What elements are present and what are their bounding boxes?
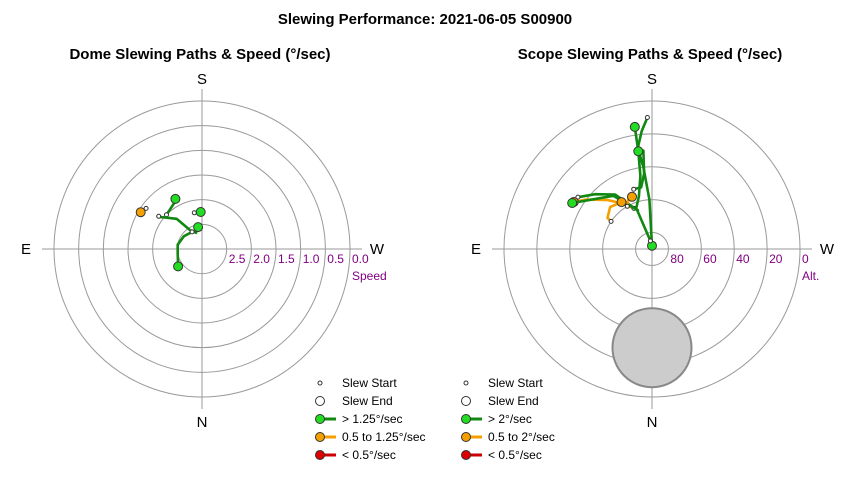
scope-legend-label-3: 0.5 to 2°/sec <box>488 430 555 444</box>
dome-slew-end-1 <box>191 210 197 216</box>
dome-chart-title: Dome Slewing Paths & Speed (°/sec) <box>69 46 330 63</box>
scope-tick-0: 80 <box>670 252 684 266</box>
scope-legend-mid-marker <box>461 432 471 442</box>
scope-slew-start-6 <box>633 146 644 157</box>
dome-slew-start-3 <box>193 222 204 233</box>
scope-dir-bottom: N <box>647 414 658 431</box>
dome-legend-slow-marker <box>315 450 325 460</box>
scope-slew-end-0 <box>644 115 650 120</box>
dome-polar-chart: Dome Slewing Paths & Speed (°/sec) S N E… <box>21 46 426 462</box>
dome-slew-start-1 <box>195 207 206 217</box>
scope-legend-fast-marker <box>461 414 471 424</box>
scope-dir-left: E <box>471 241 481 258</box>
scope-legend: Slew Start Slew End > 2°/sec 0.5 to 2°/sec <… <box>461 376 555 462</box>
scope-tick-3: 20 <box>769 252 783 266</box>
scope-legend-label-0: Slew Start <box>488 376 543 390</box>
scope-radial-label: Alt. <box>802 269 819 283</box>
scope-tick-1: 60 <box>703 252 717 266</box>
dome-legend-label-4: < 0.5°/sec <box>342 448 396 462</box>
scope-legend-label-1: Slew End <box>488 394 539 408</box>
scope-polar-chart: Scope Slewing Paths & Speed (°/sec) S N … <box>461 46 835 462</box>
dome-grid <box>42 89 362 409</box>
dome-legend-label-2: > 1.25°/sec <box>342 412 403 426</box>
scope-slew-path-3 <box>570 194 652 243</box>
dome-slew-end-4 <box>189 229 195 235</box>
scope-slew-start-3 <box>567 198 578 208</box>
obstruction-circle <box>611 307 693 389</box>
dome-tick-2: 1.5 <box>278 252 295 266</box>
dome-legend: Slew Start Slew End > 1.25°/sec 0.5 to 1.25… <box>315 376 426 462</box>
scope-chart-title: Scope Slewing Paths & Speed (°/sec) <box>518 46 782 63</box>
dome-dir-bottom: N <box>197 414 208 431</box>
scope-dir-top: S <box>647 71 657 88</box>
dome-slew-end-0 <box>143 205 149 211</box>
dome-legend-end-marker <box>315 396 325 406</box>
scope-slew-end-6 <box>631 186 637 192</box>
scope-dir-right: W <box>820 241 835 258</box>
scope-slew-path-5 <box>606 200 623 223</box>
dome-legend-label-1: Slew End <box>342 394 393 408</box>
dome-legend-mid-marker <box>315 432 325 442</box>
scope-legend-label-2: > 2°/sec <box>488 412 532 426</box>
scope-tick-4: 0 <box>802 252 809 266</box>
scope-slew-end-5 <box>608 218 614 224</box>
scope-tick-2: 40 <box>736 252 750 266</box>
dome-legend-label-3: 0.5 to 1.25°/sec <box>342 430 426 444</box>
dome-slew-end-2 <box>164 212 169 218</box>
dome-slew-start-0 <box>135 207 146 218</box>
dome-tick-3: 1.0 <box>303 252 320 266</box>
dome-slews <box>135 193 206 272</box>
dome-dir-top: S <box>197 71 207 88</box>
scope-slew-start-5 <box>616 197 627 208</box>
dome-dir-right: W <box>370 241 385 258</box>
dome-legend-start-marker <box>317 380 323 386</box>
scope-slew-start-4 <box>627 191 637 202</box>
scope-legend-label-4: < 0.5°/sec <box>488 448 542 462</box>
dome-tick-5: 0.0 <box>352 252 369 266</box>
dome-radial-ticks: 2.5 2.0 1.5 1.0 0.5 0.0 <box>229 252 369 266</box>
scope-slew-end-4 <box>624 203 630 209</box>
figure-title: Slewing Performance: 2021-06-05 S00900 <box>278 11 572 28</box>
dome-slew-path-4 <box>176 230 194 268</box>
dome-radial-label: Speed <box>352 269 387 283</box>
scope-radial-ticks: 80 60 40 20 0 <box>670 252 809 266</box>
dome-tick-0: 2.5 <box>229 252 246 266</box>
dome-dir-left: E <box>21 241 31 258</box>
scope-slews <box>567 115 657 251</box>
scope-slew-path-0 <box>636 116 654 247</box>
scope-slew-start-1 <box>629 121 640 132</box>
dome-tick-1: 2.0 <box>253 252 270 266</box>
scope-legend-slow-marker <box>461 450 471 460</box>
dome-slew-end-3 <box>156 213 162 219</box>
dome-legend-fast-marker <box>315 414 325 424</box>
scope-slew-end-3 <box>647 238 653 244</box>
dome-slew-start-4 <box>173 261 184 272</box>
scope-obstruction <box>611 307 693 389</box>
dome-legend-label-0: Slew Start <box>342 376 397 390</box>
scope-legend-start-marker <box>463 380 469 386</box>
dome-tick-4: 0.5 <box>327 252 344 266</box>
dome-slew-start-2 <box>170 193 181 204</box>
scope-legend-end-marker <box>461 396 471 406</box>
